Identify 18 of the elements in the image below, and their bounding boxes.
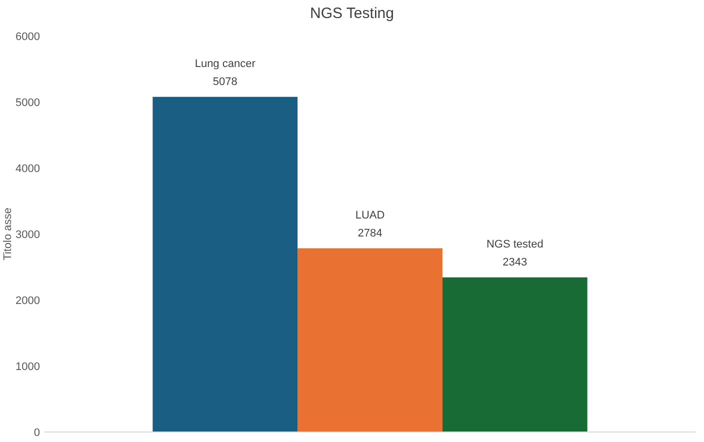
chart-title: NGS Testing — [310, 5, 394, 22]
bar — [298, 248, 442, 432]
text: Lung cancer — [194, 58, 256, 70]
bar — [152, 96, 298, 432]
y-tick-label: 0 — [34, 426, 40, 439]
data-label: 5078 — [212, 76, 238, 88]
y-tick-label: 1000 — [16, 360, 40, 373]
y-axis-title: Titolo asse — [2, 208, 14, 260]
text: NGS tested — [486, 238, 544, 250]
bar — [442, 277, 588, 432]
y-tick-label: 3000 — [16, 228, 40, 241]
text: LUAD — [355, 209, 385, 222]
y-tick-label: 2000 — [16, 294, 40, 307]
data-label: 2784 — [358, 227, 382, 240]
data-label: 2343 — [502, 256, 528, 268]
y-tick-label: 5000 — [16, 96, 40, 109]
y-tick-label: 4000 — [16, 162, 40, 175]
y-tick-label: 6000 — [16, 30, 40, 43]
